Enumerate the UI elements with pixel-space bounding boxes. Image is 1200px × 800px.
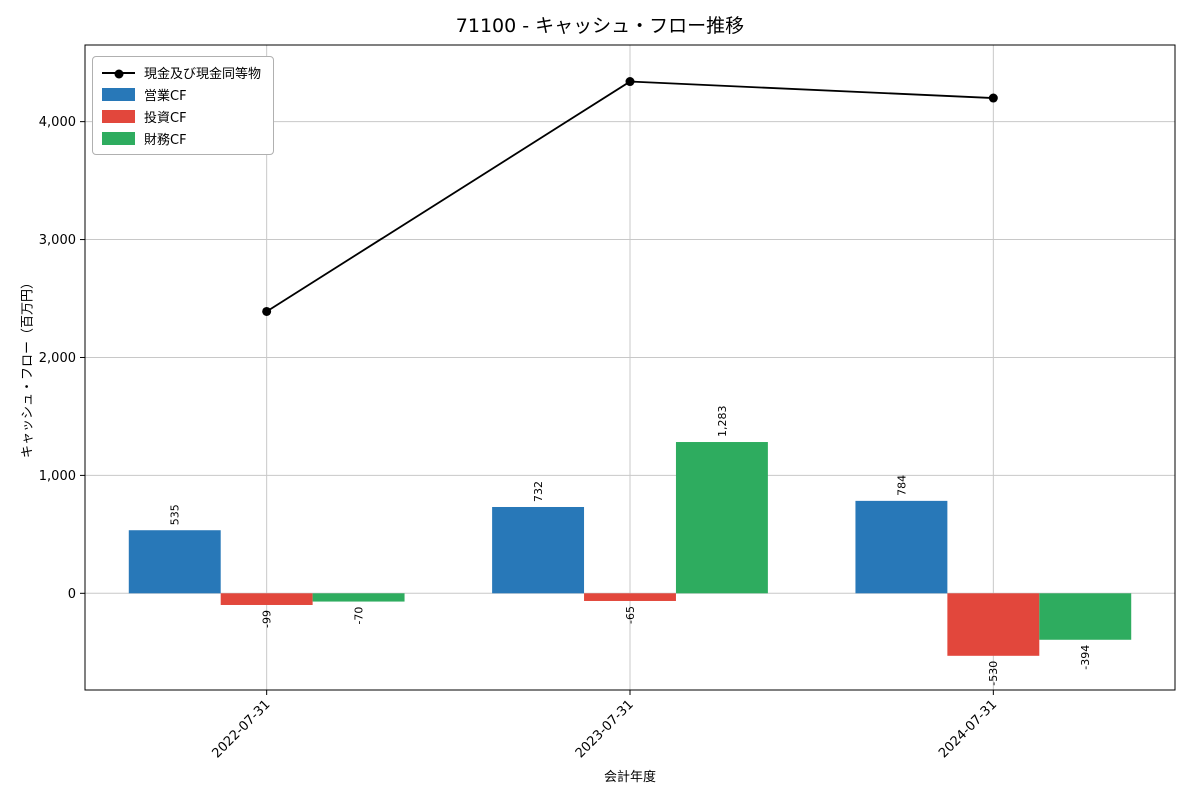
legend-color-swatch: [102, 132, 135, 145]
legend-line-swatch: [102, 69, 135, 78]
legend-item-operating-cf: 営業CF: [102, 86, 261, 104]
legend-item-investing-cf: 投資CF: [102, 108, 261, 126]
legend-label: 現金及び現金同等物: [144, 67, 262, 82]
y-tick-label: 1,000: [39, 469, 76, 484]
bar-financing-cf-2022-07-31: [312, 593, 405, 602]
cash-line-marker: [988, 93, 998, 103]
bar-value-label: -70: [352, 607, 365, 625]
x-tick-label: 2023-07-31: [573, 697, 637, 761]
bar-investing-cf-2023-07-31: [584, 593, 676, 601]
x-axis-label: 会計年度: [603, 770, 656, 785]
x-tick-label: 2024-07-31: [936, 697, 1000, 761]
legend: 現金及び現金同等物 営業CF 投資CF 財務CF: [92, 56, 275, 155]
legend-color-swatch: [102, 88, 135, 101]
y-tick-label: 0: [68, 587, 76, 602]
bar-value-label: -394: [1079, 645, 1092, 670]
legend-item-financing-cf: 財務CF: [102, 130, 261, 148]
bar-investing-cf-2024-07-31: [947, 593, 1040, 656]
bar-financing-cf-2023-07-31: [675, 442, 768, 594]
y-tick-label: 4,000: [39, 115, 76, 130]
bar-value-label: -65: [624, 606, 637, 624]
bar-operating-cf-2023-07-31: [492, 506, 585, 594]
legend-label: 営業CF: [144, 89, 187, 104]
bar-operating-cf-2024-07-31: [855, 500, 948, 594]
bar-value-label: 535: [169, 504, 182, 525]
legend-label: 投資CF: [144, 111, 187, 126]
bar-operating-cf-2022-07-31: [128, 530, 221, 594]
cash-line-marker: [262, 306, 272, 316]
bar-value-label: 732: [532, 481, 545, 502]
bar-value-label: 784: [895, 475, 908, 496]
bar-value-label: 1,283: [716, 406, 729, 438]
y-tick-label: 2,000: [39, 351, 76, 366]
y-tick-label: 3,000: [39, 233, 76, 248]
legend-line-marker: [114, 69, 123, 78]
bar-value-label: -99: [261, 610, 274, 628]
legend-item-cash-line: 現金及び現金同等物: [102, 64, 262, 82]
legend-label: 財務CF: [144, 133, 187, 148]
bar-value-label: -530: [987, 661, 1000, 686]
bar-investing-cf-2022-07-31: [220, 593, 313, 605]
bar-financing-cf-2024-07-31: [1039, 593, 1132, 640]
chart-title: 71100 - キャッシュ・フロー推移: [455, 15, 745, 37]
x-tick-label: 2022-07-31: [209, 697, 273, 761]
legend-color-swatch: [102, 110, 135, 123]
cash-line-marker: [625, 77, 635, 87]
